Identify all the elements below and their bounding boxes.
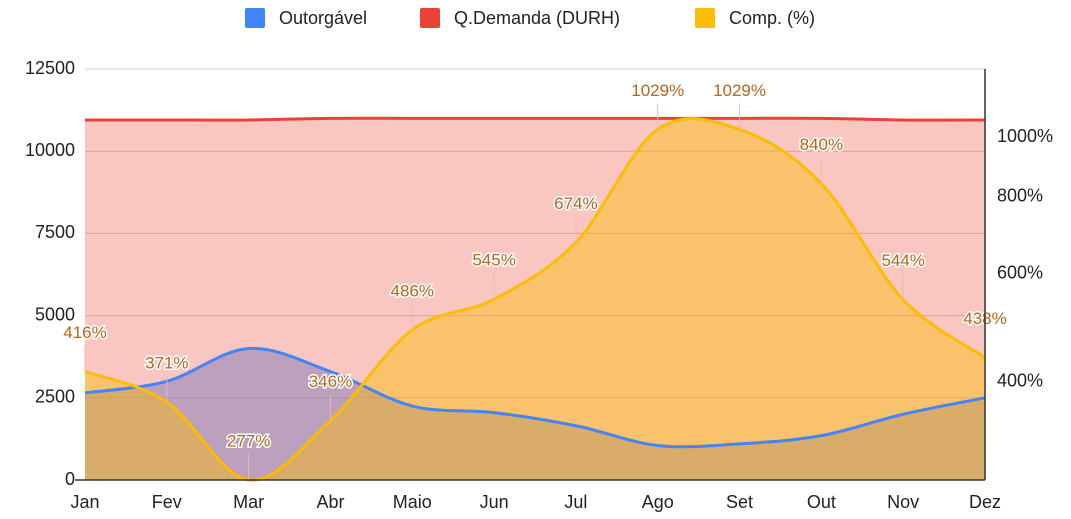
x-tick-label: Abr bbox=[316, 492, 344, 512]
y2-tick-label: 400% bbox=[997, 371, 1043, 391]
y-tick-label: 0 bbox=[65, 469, 75, 489]
x-tick-label: Dez bbox=[969, 492, 1001, 512]
value-labels: 416% 371% 277% 346% 486% 545% 674% 1029% 1029% 84… bbox=[62, 79, 1008, 480]
x-tick-label: Jul bbox=[564, 492, 587, 512]
series-line bbox=[84, 117, 986, 482]
series-line bbox=[84, 346, 986, 449]
data-label: 1029% bbox=[713, 81, 766, 100]
data-label: 371% bbox=[145, 353, 188, 372]
data-label: 544% bbox=[881, 251, 924, 270]
y2-tick-label: 600% bbox=[997, 262, 1043, 282]
x-tick-label: Maio bbox=[393, 492, 432, 512]
x-tick-label: Ago bbox=[642, 492, 674, 512]
data-label: 545% bbox=[472, 251, 515, 270]
data-label: 346% bbox=[309, 372, 352, 391]
legend-swatch bbox=[420, 8, 440, 28]
legend-swatch bbox=[245, 8, 265, 28]
areas bbox=[85, 118, 985, 481]
y-tick-label: 2500 bbox=[35, 387, 75, 407]
x-tick-label: Jun bbox=[480, 492, 509, 512]
x-tick-label: Nov bbox=[887, 492, 919, 512]
y2-tick-label: 800% bbox=[997, 185, 1043, 205]
legend-label: Outorgável bbox=[279, 8, 367, 28]
area-fill bbox=[85, 348, 985, 480]
x-tick-label: Fev bbox=[152, 492, 182, 512]
x-tick-label: Jan bbox=[70, 492, 99, 512]
x-tick-label: Set bbox=[726, 492, 753, 512]
series-line bbox=[84, 116, 986, 122]
y2-tick-label: 1000% bbox=[997, 126, 1053, 146]
y-tick-label: 7500 bbox=[35, 222, 75, 242]
area-fill bbox=[85, 118, 985, 481]
data-label: 674% bbox=[554, 194, 597, 213]
y-tick-label: 10000 bbox=[25, 140, 75, 160]
y-tick-label: 12500 bbox=[25, 58, 75, 78]
legend-swatch bbox=[695, 8, 715, 28]
x-tick-label: Out bbox=[807, 492, 836, 512]
data-label: 277% bbox=[227, 431, 270, 450]
data-label: 840% bbox=[800, 135, 843, 154]
y-tick-label: 5000 bbox=[35, 304, 75, 324]
data-label: 416% bbox=[63, 323, 106, 342]
data-label: 486% bbox=[391, 281, 434, 300]
data-label: 1029% bbox=[631, 81, 684, 100]
area-fill bbox=[85, 118, 985, 481]
legend-label: Comp. (%) bbox=[729, 8, 815, 28]
legend-label: Q.Demanda (DURH) bbox=[454, 8, 620, 28]
x-tick-label: Mar bbox=[233, 492, 264, 512]
lines bbox=[84, 116, 986, 482]
